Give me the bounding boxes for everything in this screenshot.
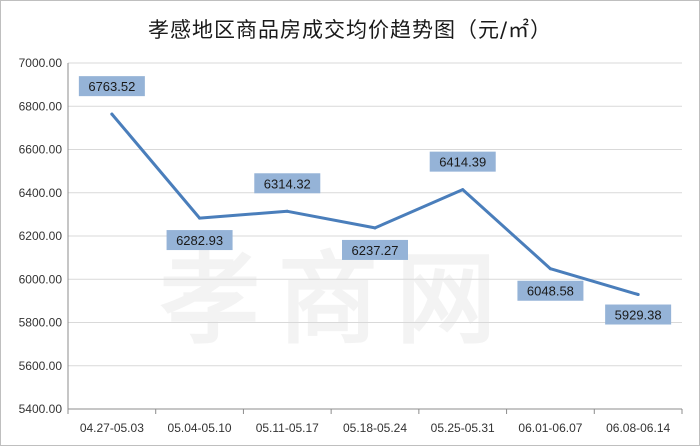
x-tick-label: 05.11-05.17 <box>256 421 319 435</box>
y-tick-label: 6800.00 <box>19 99 63 113</box>
data-label-text: 6763.52 <box>88 79 135 94</box>
data-label: 6282.93 <box>166 230 233 251</box>
data-label-text: 6282.93 <box>176 233 223 248</box>
data-point <box>373 226 377 230</box>
y-tick-label: 5600.00 <box>19 359 63 373</box>
data-label: 6237.27 <box>342 239 408 260</box>
data-label-text: 6048.58 <box>527 284 574 299</box>
data-point <box>285 209 289 213</box>
data-point <box>636 293 640 297</box>
y-axis: 5400.00 5600.00 5800.00 6000.00 6200.00 6400.… <box>19 56 69 416</box>
data-label-text: 6314.32 <box>264 176 311 191</box>
data-label-text: 6237.27 <box>352 243 399 258</box>
y-tick-label: 7000.00 <box>19 56 63 70</box>
y-tick-label: 6200.00 <box>19 229 63 243</box>
data-point <box>198 216 202 220</box>
data-point <box>461 188 465 192</box>
x-axis: 04.27-05.03 05.04-05.10 05.11-05.17 05.18-0… <box>67 408 683 435</box>
data-label-box <box>429 151 496 172</box>
data-label-box <box>517 280 584 301</box>
x-tick-label: 04.27-05.03 <box>80 421 144 435</box>
data-label-box <box>605 304 672 325</box>
x-tick-label: 05.18-05.24 <box>343 421 407 435</box>
x-tick-label: 05.25-05.31 <box>431 421 495 435</box>
series-layer <box>110 112 640 297</box>
data-labels: 6763.52 6282.93 6314.32 6237.27 6414.39 6048.… <box>78 76 672 325</box>
data-label-box <box>78 76 145 97</box>
data-label: 6048.58 <box>517 280 584 301</box>
data-label-text: 6414.39 <box>439 155 486 170</box>
data-point <box>110 112 114 116</box>
data-point <box>548 267 552 271</box>
data-label-text: 5929.38 <box>615 308 662 323</box>
data-label: 5929.38 <box>605 304 672 325</box>
watermark: 孝商网 <box>160 241 514 358</box>
data-label: 6414.39 <box>429 151 496 172</box>
series-line <box>110 112 640 296</box>
data-label: 6314.32 <box>254 173 321 194</box>
y-tick-label: 5800.00 <box>19 316 63 330</box>
y-tick-label: 6600.00 <box>19 143 63 157</box>
data-label-box <box>254 173 321 194</box>
data-label-box <box>342 239 408 260</box>
y-tick-label: 6000.00 <box>19 272 63 286</box>
data-label: 6763.52 <box>78 76 145 97</box>
data-label-box <box>166 230 233 251</box>
x-tick-label: 05.04-05.10 <box>168 421 232 435</box>
y-tick-label: 5400.00 <box>19 402 63 416</box>
x-tick-label: 06.01-06.07 <box>518 421 582 435</box>
gridlines <box>68 62 682 410</box>
x-tick-label: 06.08-06.14 <box>606 421 670 435</box>
y-tick-label: 6400.00 <box>19 186 63 200</box>
chart-title: 孝感地区商品房成交均价趋势图（元/㎡） <box>147 18 553 42</box>
